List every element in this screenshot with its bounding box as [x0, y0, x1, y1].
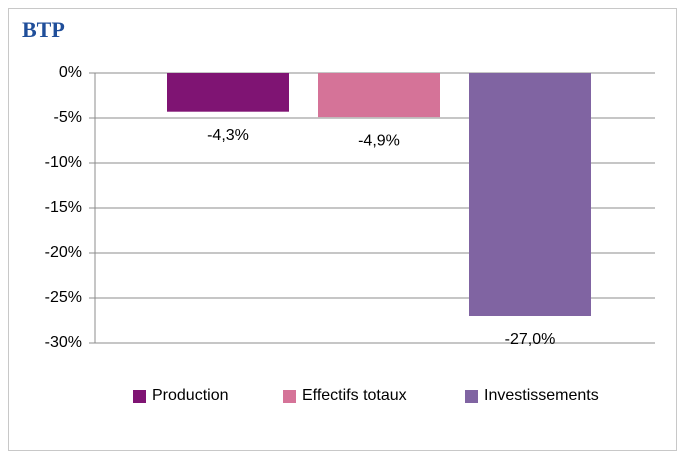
legend-label: Investissements: [484, 387, 599, 404]
bar: [167, 73, 289, 112]
legend-label: Production: [152, 387, 229, 404]
y-tick-label: -5%: [54, 109, 82, 126]
y-tick-label: -15%: [45, 199, 82, 216]
legend-swatch: [133, 390, 146, 403]
chart-title: BTP: [22, 17, 65, 42]
data-label: -4,9%: [358, 132, 400, 149]
y-tick-label: -30%: [45, 334, 82, 351]
legend-label: Effectifs totaux: [302, 387, 407, 404]
y-tick-label: -10%: [45, 154, 82, 171]
data-label: -4,3%: [207, 127, 249, 144]
bar: [318, 73, 440, 118]
data-label: -27,0%: [505, 331, 556, 348]
bar: [469, 73, 591, 316]
y-tick-label: -20%: [45, 244, 82, 261]
legend-swatch: [465, 390, 478, 403]
y-tick-label: -25%: [45, 289, 82, 306]
legend-swatch: [283, 390, 296, 403]
y-tick-label: 0%: [59, 64, 82, 81]
